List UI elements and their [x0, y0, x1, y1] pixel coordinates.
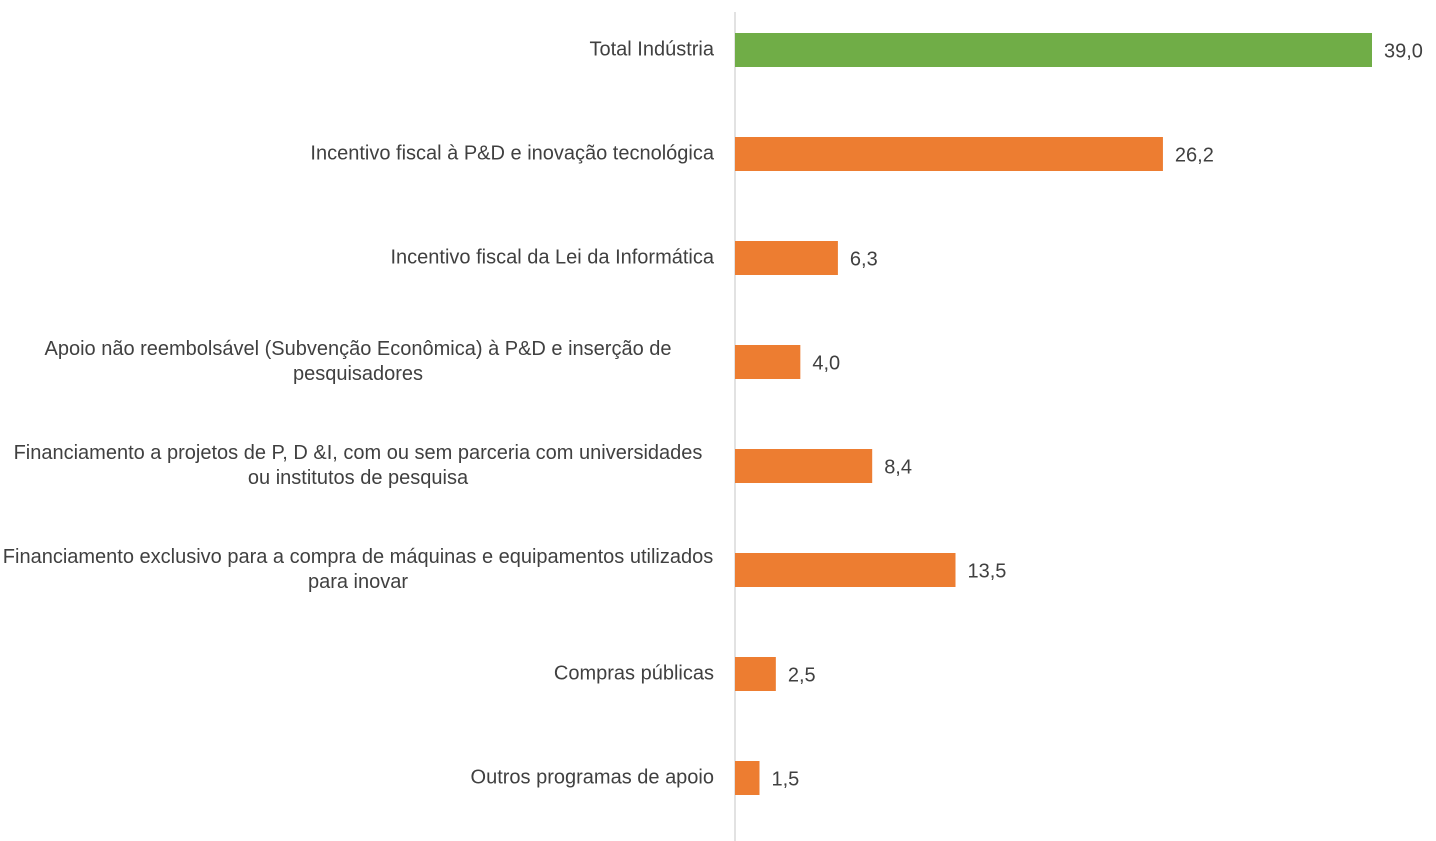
- value-label-text: 1,5: [771, 768, 800, 791]
- bar: [735, 241, 838, 275]
- value-label: 6,3: [850, 249, 878, 272]
- category-label-text: Incentivo fiscal da Lei da Informática: [390, 246, 714, 269]
- value-label-text: 4,0: [812, 352, 841, 375]
- bar: [735, 657, 776, 691]
- category-label: Incentivo fiscal da Lei da Informática: [2, 246, 714, 271]
- category-label-text: Financiamento a projetos de P, D &I, com…: [13, 442, 703, 489]
- value-label-text: 6,3: [849, 248, 878, 271]
- category-label-text: Incentivo fiscal à P&D e inovação tecnol…: [310, 142, 714, 165]
- value-label: 26,2: [1175, 145, 1214, 168]
- value-label-text: 2,5: [787, 664, 816, 687]
- value-label-text: 26,2: [1174, 144, 1214, 167]
- category-label: Outros programas de apoio: [2, 766, 714, 791]
- category-label: Incentivo fiscal à P&D e inovação tecnol…: [2, 142, 714, 167]
- category-label: Financiamento a projetos de P, D &I, com…: [2, 441, 714, 491]
- category-label: Apoio não reembolsável (Subvenção Econôm…: [2, 337, 714, 387]
- value-label: 8,4: [884, 457, 912, 480]
- bar: [735, 449, 873, 483]
- value-label: 39,0: [1384, 41, 1423, 64]
- value-label: 13,5: [968, 561, 1007, 584]
- category-label-text: Outros programas de apoio: [470, 766, 714, 789]
- bar: [735, 553, 956, 587]
- category-label-text: Financiamento exclusivo para a compra de…: [2, 546, 714, 593]
- category-label: Total Indústria: [2, 38, 714, 63]
- value-label-text: 8,4: [884, 456, 912, 479]
- bar: [735, 761, 760, 795]
- category-label-text: Compras públicas: [553, 662, 714, 685]
- category-label: Compras públicas: [2, 662, 714, 687]
- bar: [735, 33, 1372, 67]
- value-label: 1,5: [772, 769, 800, 792]
- category-label-text: Apoio não reembolsável (Subvenção Econôm…: [44, 338, 672, 385]
- value-label-text: 39,0: [1384, 40, 1423, 63]
- bar: [735, 137, 1163, 171]
- category-label: Financiamento exclusivo para a compra de…: [2, 545, 714, 595]
- bar: [735, 345, 801, 379]
- value-label: 2,5: [788, 665, 816, 688]
- value-label-text: 13,5: [967, 560, 1007, 583]
- value-label: 4,0: [812, 353, 840, 376]
- category-label-text: Total Indústria: [589, 38, 714, 61]
